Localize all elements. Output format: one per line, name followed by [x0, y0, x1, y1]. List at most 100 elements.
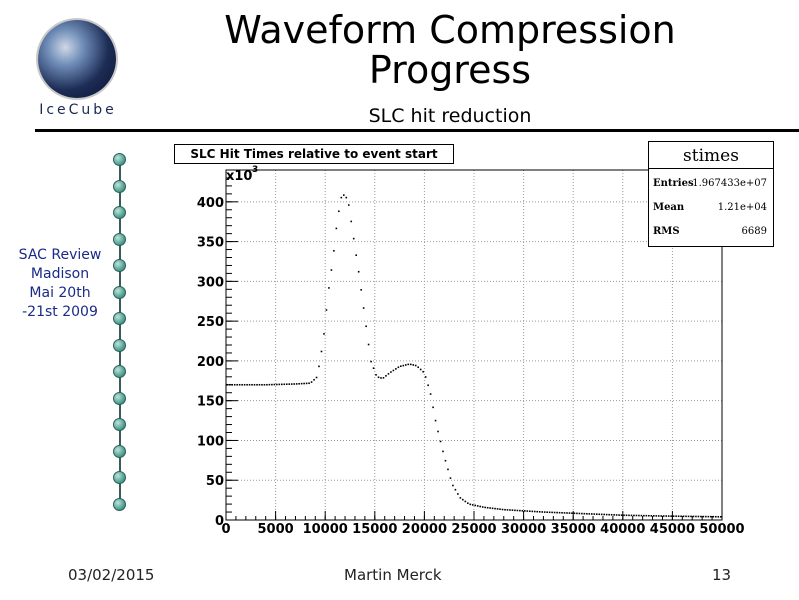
- data-point: [357, 270, 360, 273]
- data-point: [717, 515, 720, 518]
- data-point: [412, 364, 415, 366]
- data-point: [486, 506, 489, 509]
- logo-text: IceCube: [39, 102, 117, 118]
- data-point: [293, 383, 295, 385]
- data-point: [536, 510, 539, 513]
- data-point: [511, 509, 514, 511]
- data-point: [685, 515, 687, 518]
- dom-bead-icon: [113, 312, 126, 325]
- data-point: [568, 512, 571, 514]
- data-point: [397, 366, 400, 369]
- data-point: [340, 196, 343, 199]
- data-point: [414, 364, 417, 367]
- data-point: [648, 514, 650, 517]
- stats-key: RMS: [653, 226, 680, 237]
- data-point: [231, 383, 233, 386]
- data-point: [613, 514, 615, 516]
- data-point: [531, 510, 534, 513]
- data-point: [610, 513, 613, 516]
- data-point: [680, 515, 682, 518]
- dom-bead-icon: [113, 418, 126, 431]
- chart-axes: 0 5000 10000 15000 20000 25000 30000 35000 40000…: [197, 169, 745, 537]
- data-point: [377, 376, 380, 379]
- data-point: [243, 383, 246, 386]
- y-multiplier-label: x10: [226, 169, 252, 184]
- data-point: [325, 309, 328, 311]
- data-point: [707, 515, 710, 518]
- data-point: [581, 512, 583, 515]
- data-point: [449, 477, 452, 479]
- data-point: [233, 383, 236, 386]
- data-point: [571, 512, 573, 514]
- data-point: [595, 513, 598, 515]
- data-point: [318, 365, 320, 368]
- x-tick-label: 5000: [258, 522, 294, 537]
- data-point: [710, 515, 712, 518]
- data-point: [715, 515, 717, 518]
- data-point: [633, 514, 635, 517]
- data-point: [514, 509, 516, 512]
- data-point: [638, 514, 640, 517]
- data-point: [345, 196, 348, 199]
- data-point: [308, 382, 310, 385]
- data-point: [615, 514, 618, 516]
- data-point: [625, 514, 628, 517]
- y-tick-label: 150: [197, 395, 224, 410]
- data-point: [387, 373, 390, 375]
- data-point: [603, 513, 605, 516]
- stats-value: 1.967433e+07: [692, 178, 767, 189]
- data-point: [563, 512, 566, 514]
- y-tick-label: 250: [197, 315, 224, 330]
- data-point: [310, 381, 313, 383]
- data-point: [533, 510, 536, 513]
- data-point: [305, 382, 308, 385]
- data-point: [454, 488, 457, 491]
- chart-grid: [226, 170, 722, 520]
- data-point: [360, 289, 362, 291]
- data-point: [476, 505, 479, 507]
- data-point: [526, 510, 529, 512]
- data-point: [667, 515, 670, 517]
- data-point: [432, 406, 434, 409]
- stats-value: 6689: [741, 226, 767, 237]
- dom-bead-icon: [113, 206, 126, 219]
- data-point: [653, 515, 655, 517]
- dom-bead-icon: [113, 232, 126, 246]
- data-point: [281, 383, 283, 386]
- data-point: [375, 374, 377, 376]
- data-point: [429, 393, 432, 395]
- data-point: [672, 515, 675, 517]
- chart-points: [226, 194, 722, 518]
- footer-date: 03/02/2015: [68, 566, 155, 584]
- data-point: [697, 515, 700, 518]
- data-point: [608, 513, 610, 516]
- data-point: [719, 516, 722, 518]
- data-point: [546, 511, 548, 513]
- y-tick-label: 350: [197, 236, 224, 251]
- data-point: [464, 500, 467, 503]
- y-tick-label: 50: [206, 474, 224, 489]
- data-point: [405, 364, 407, 366]
- data-point: [662, 515, 665, 517]
- data-point: [303, 382, 305, 385]
- data-point: [382, 377, 385, 379]
- data-point: [489, 507, 491, 509]
- data-point: [395, 368, 397, 370]
- dom-bead-icon: [113, 444, 126, 458]
- data-point: [600, 513, 603, 516]
- data-point: [541, 511, 543, 513]
- dom-bead-icon: [113, 391, 126, 405]
- data-point: [385, 375, 387, 377]
- data-point: [576, 512, 578, 515]
- data-point: [288, 383, 291, 385]
- data-point: [469, 503, 472, 506]
- page-subtitle: SLC hit reduction: [368, 105, 532, 127]
- review-note-line: SAC Review: [18, 247, 102, 263]
- data-point: [501, 508, 504, 511]
- data-point: [467, 502, 469, 505]
- data-point: [630, 514, 633, 517]
- data-point: [484, 506, 486, 509]
- x-tick-label: 10000: [303, 522, 348, 537]
- data-point: [462, 498, 464, 501]
- data-point: [583, 512, 586, 515]
